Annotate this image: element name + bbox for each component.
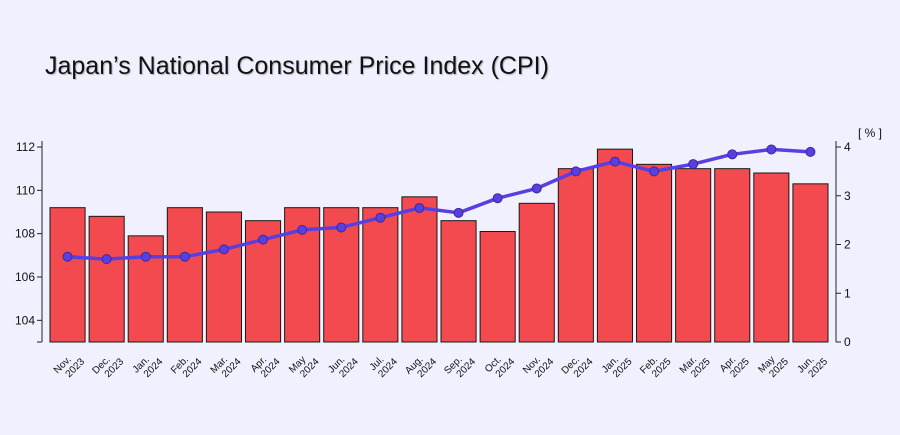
right-axis-tick-label: 2 bbox=[844, 238, 851, 252]
right-axis-tick-label: 3 bbox=[844, 189, 851, 203]
cpi-bar bbox=[166, 207, 203, 343]
x-axis-category-label: Nov.2023 bbox=[52, 348, 88, 384]
inflation-point bbox=[492, 193, 503, 204]
x-axis-category-label: May2025 bbox=[756, 348, 791, 383]
x-axis-category-label: Jul.2024 bbox=[368, 348, 401, 381]
x-axis-category-label: Dec.2024 bbox=[560, 348, 596, 384]
x-axis-category-label: Sep.2024 bbox=[442, 348, 478, 384]
cpi-bar bbox=[557, 168, 594, 343]
cpi-bar bbox=[675, 168, 712, 343]
left-axis-tick-label: 106 bbox=[15, 270, 35, 284]
x-axis-category-label: Jan.2024 bbox=[131, 348, 166, 383]
inflation-point bbox=[805, 146, 816, 157]
inflation-point bbox=[531, 183, 542, 194]
cpi-bar bbox=[49, 207, 86, 343]
cpi-bar bbox=[205, 211, 242, 343]
left-axis-tick-label: 108 bbox=[15, 227, 35, 241]
left-axis-tick-label: 110 bbox=[16, 183, 35, 197]
x-axis-category-label: Oct.2024 bbox=[483, 348, 517, 382]
inflation-line bbox=[67, 147, 811, 261]
x-axis-category-label: Aug.2024 bbox=[403, 348, 439, 384]
left-axis-tick-label: 104 bbox=[15, 313, 35, 327]
right-axis-tick-label: 0 bbox=[844, 335, 851, 349]
x-axis-category-label: Feb.2025 bbox=[638, 348, 674, 384]
cpi-bar bbox=[401, 196, 438, 343]
x-axis-category-label: Dec.2023 bbox=[90, 348, 126, 384]
x-axis-category-label: Apr.2025 bbox=[718, 348, 752, 382]
cpi-bar bbox=[479, 231, 516, 343]
inflation-point bbox=[414, 202, 425, 213]
inflation-point bbox=[140, 251, 151, 262]
inflation-point bbox=[179, 251, 190, 262]
x-axis-category-label: Mar.2024 bbox=[209, 348, 244, 383]
x-axis-category-label: Nov.2024 bbox=[521, 348, 557, 384]
cpi-bar bbox=[714, 168, 751, 343]
cpi-bar bbox=[127, 235, 164, 343]
inflation-point bbox=[62, 251, 73, 262]
cpi-bar bbox=[440, 220, 477, 343]
cpi-bar bbox=[636, 163, 673, 343]
inflation-point bbox=[609, 156, 620, 167]
right-axis-tick-label: 4 bbox=[844, 140, 851, 154]
inflation-point bbox=[688, 159, 699, 170]
inflation-point bbox=[258, 234, 269, 245]
cpi-bar bbox=[753, 172, 790, 343]
cpi-bar bbox=[88, 215, 125, 343]
right-axis-unit-label: [ % ] bbox=[858, 126, 882, 140]
inflation-point bbox=[766, 144, 777, 155]
x-axis-category-label: Feb.2024 bbox=[169, 348, 205, 384]
x-axis-category-label: Jan.2025 bbox=[600, 348, 635, 383]
inflation-point bbox=[649, 166, 660, 177]
right-axis-tick-label: 1 bbox=[844, 286, 851, 300]
inflation-point bbox=[453, 207, 464, 218]
x-axis-category-label: Apr.2024 bbox=[249, 348, 283, 382]
inflation-point bbox=[101, 254, 112, 265]
x-axis-category-label: May2024 bbox=[287, 348, 322, 383]
left-axis-tick-label: 112 bbox=[16, 140, 35, 154]
cpi-bar bbox=[596, 148, 634, 343]
x-axis-category-label: Jun.2024 bbox=[326, 348, 361, 383]
inflation-point bbox=[727, 149, 738, 160]
inflation-point bbox=[570, 166, 581, 177]
cpi-bar bbox=[792, 183, 829, 343]
cpi-bar bbox=[362, 207, 399, 343]
chart-title: Japan’s National Consumer Price Index (C… bbox=[45, 52, 549, 80]
x-axis-category-label: Jun.2025 bbox=[795, 348, 830, 383]
inflation-point bbox=[297, 224, 308, 235]
cpi-bar bbox=[518, 202, 555, 343]
inflation-point bbox=[336, 222, 347, 233]
inflation-point bbox=[375, 212, 386, 223]
inflation-point bbox=[218, 244, 229, 255]
x-axis-category-label: Mar.2025 bbox=[678, 348, 713, 383]
